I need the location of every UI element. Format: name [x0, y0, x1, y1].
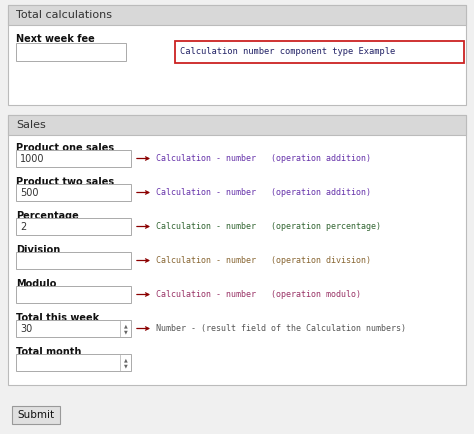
Text: Next week fee: Next week fee	[16, 34, 95, 44]
Bar	[16, 184, 131, 201]
Text: 500: 500	[20, 187, 38, 197]
Text: Calculation - number   (operation addition): Calculation - number (operation addition…	[156, 188, 371, 197]
Text: Calculation - number   (operation percentage): Calculation - number (operation percenta…	[156, 222, 381, 231]
Text: Total this week: Total this week	[16, 313, 99, 323]
Text: Total month: Total month	[16, 347, 82, 357]
Bar	[8, 115, 466, 135]
Bar	[16, 252, 131, 269]
Bar	[175, 41, 464, 63]
Bar	[16, 320, 131, 337]
Text: Number - (result field of the Calculation numbers): Number - (result field of the Calculatio…	[156, 324, 406, 333]
Text: Calculation - number   (operation addition): Calculation - number (operation addition…	[156, 154, 371, 163]
Text: Calculation - number   (operation division): Calculation - number (operation division…	[156, 256, 371, 265]
Text: Calculation number component type Example: Calculation number component type Exampl…	[180, 47, 395, 56]
Bar	[16, 150, 131, 167]
Bar	[16, 43, 126, 61]
Text: Calculation - number   (operation modulo): Calculation - number (operation modulo)	[156, 290, 361, 299]
Text: ▼: ▼	[124, 329, 128, 334]
Text: Modulo: Modulo	[16, 279, 56, 289]
Bar	[16, 286, 131, 303]
Text: Product one sales: Product one sales	[16, 143, 114, 153]
Bar	[16, 354, 131, 371]
Text: ▲: ▲	[124, 323, 128, 328]
Bar	[8, 5, 466, 105]
Text: ▲: ▲	[124, 357, 128, 362]
Text: Product two sales: Product two sales	[16, 177, 114, 187]
Bar	[8, 115, 466, 385]
Text: 2: 2	[20, 221, 26, 231]
Text: Submit: Submit	[18, 410, 55, 420]
Text: ▼: ▼	[124, 363, 128, 368]
Text: Percentage: Percentage	[16, 211, 79, 221]
Bar	[16, 218, 131, 235]
Text: 1000: 1000	[20, 154, 45, 164]
Text: 30: 30	[20, 323, 32, 333]
Bar	[8, 5, 466, 25]
Text: Total calculations: Total calculations	[16, 10, 112, 20]
Bar	[12, 406, 60, 424]
Text: Division: Division	[16, 245, 60, 255]
Text: Sales: Sales	[16, 120, 46, 130]
